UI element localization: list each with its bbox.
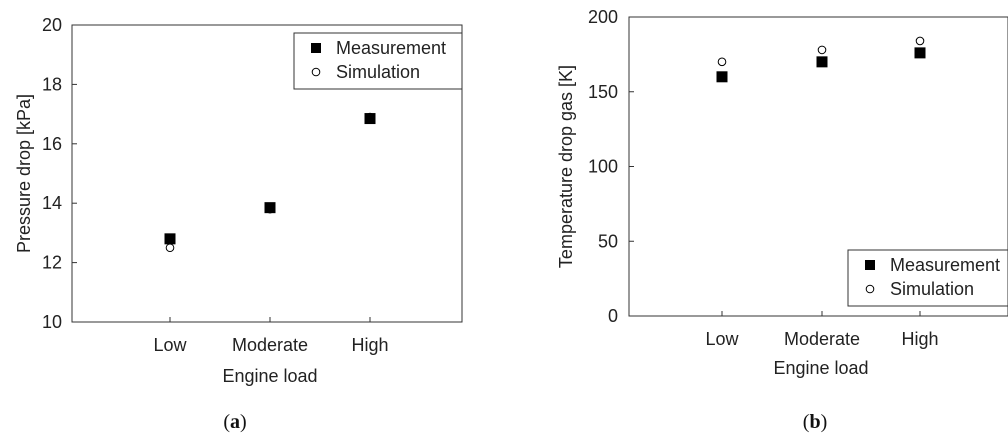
x-tick-label: Moderate	[784, 329, 860, 349]
plot-area	[71, 24, 463, 323]
panel-label: (a)	[223, 411, 246, 433]
point-measurement	[914, 47, 926, 59]
legend-marker-measurement	[311, 43, 321, 53]
legend: Measurement Simulation	[847, 249, 1008, 307]
y-axis-label: Temperature drop gas [K]	[556, 65, 576, 268]
x-tick-label: High	[351, 335, 388, 355]
legend: Measurement Simulation	[293, 32, 463, 90]
point-simulation	[717, 57, 727, 67]
y-tick-label: 14	[42, 193, 62, 213]
legend-entry: Simulation	[890, 279, 974, 299]
y-tick-label: 50	[598, 231, 618, 251]
x-axis-label: Engine load	[222, 366, 317, 386]
legend-entry: Measurement	[890, 255, 1000, 275]
legend-box	[293, 32, 463, 90]
legend-box	[847, 249, 1008, 307]
y-tick-label: 0	[608, 306, 618, 326]
point-measurement	[164, 233, 176, 245]
x-tick-label: High	[901, 329, 938, 349]
y-tick-label: 20	[42, 15, 62, 35]
legend-marker-measurement	[865, 260, 875, 270]
panel-label: (b)	[803, 411, 827, 433]
legend-marker-simulation	[311, 67, 321, 77]
point-measurement	[364, 113, 376, 125]
x-tick-label: Moderate	[232, 335, 308, 355]
y-tick-label: 150	[588, 82, 618, 102]
point-measurement	[716, 71, 728, 83]
chart-panel-b: 0 50 100 150 200 Low Moderate High Engine load Te…	[556, 7, 1008, 433]
point-measurement	[816, 56, 828, 68]
point-simulation	[365, 112, 375, 122]
y-tick-label: 18	[42, 74, 62, 94]
legend-entry: Simulation	[336, 62, 420, 82]
y-tick-label: 10	[42, 312, 62, 332]
y-tick-label: 16	[42, 134, 62, 154]
point-simulation	[915, 36, 925, 46]
chart-panel-a: 10 12 14 16 18 20 Low Moderate High Engine load Pr…	[14, 15, 463, 433]
y-tick-label: 200	[588, 7, 618, 27]
legend-marker-simulation	[865, 284, 875, 294]
y-tick-label: 100	[588, 157, 618, 177]
x-tick-label: Low	[153, 335, 187, 355]
legend-entry: Measurement	[336, 38, 446, 58]
x-tick-label: Low	[705, 329, 739, 349]
y-tick-label: 12	[42, 253, 62, 273]
point-simulation	[817, 45, 827, 55]
point-simulation	[165, 243, 175, 253]
point-simulation	[265, 204, 275, 214]
y-axis-label: Pressure drop [kPa]	[14, 94, 34, 253]
x-axis-label: Engine load	[773, 358, 868, 378]
point-measurement	[264, 202, 276, 214]
